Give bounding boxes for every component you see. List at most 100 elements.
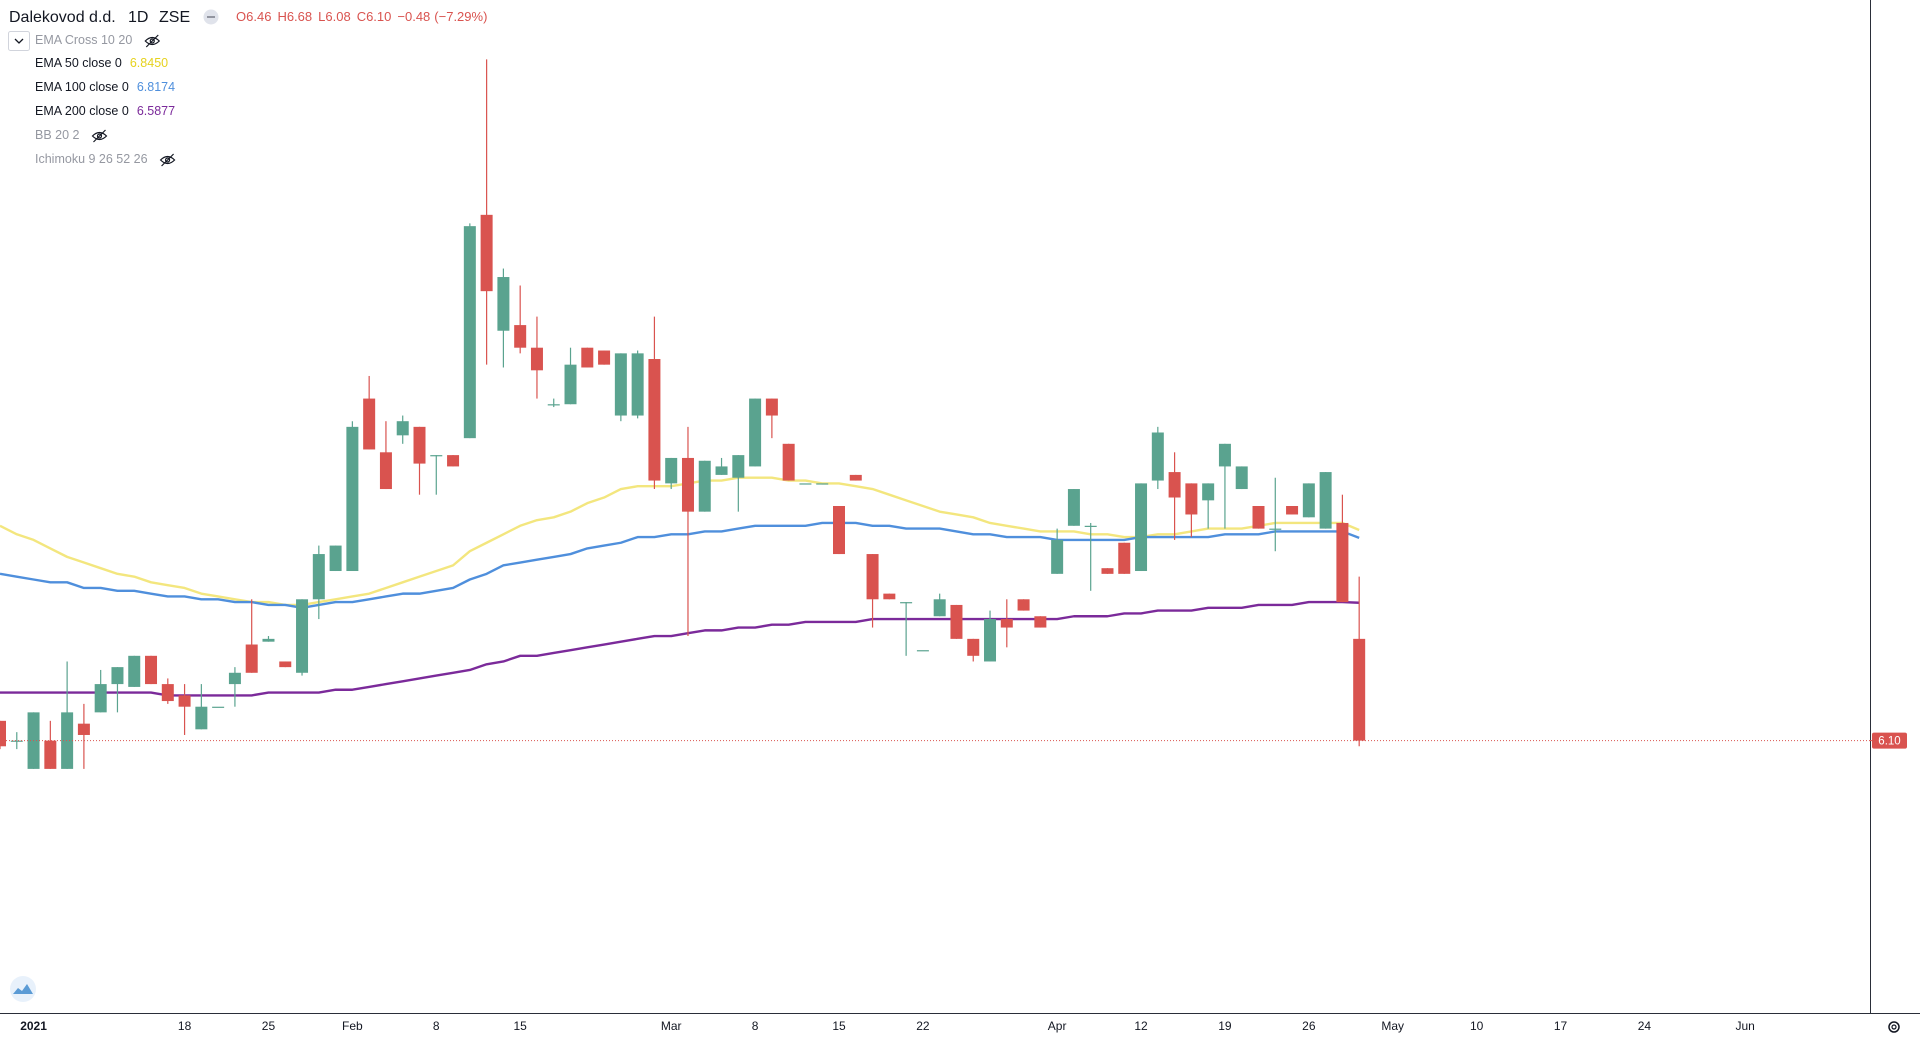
candle-body — [413, 426, 426, 464]
x-tick-label: May — [1381, 1019, 1404, 1033]
candle — [145, 655, 158, 685]
candle — [598, 350, 611, 365]
candle-body — [379, 452, 392, 490]
hide-toggle-icon[interactable] — [91, 129, 108, 143]
candle — [833, 506, 845, 555]
candle-body — [44, 740, 57, 769]
candle — [1302, 483, 1315, 518]
candle — [950, 604, 963, 639]
candle — [816, 483, 829, 485]
candle — [614, 353, 627, 422]
candle-body — [665, 457, 678, 484]
candle-body — [497, 277, 510, 331]
ema-line — [0, 521, 1360, 609]
x-tick-label: 10 — [1470, 1019, 1484, 1033]
candle — [1336, 494, 1349, 603]
candle-body — [1000, 619, 1013, 628]
legend-collapse-button[interactable] — [8, 31, 30, 51]
candle — [1135, 483, 1148, 572]
candle — [681, 426, 694, 637]
candle-body — [547, 404, 560, 406]
change: −0.48 — [397, 9, 430, 24]
candle — [799, 483, 812, 485]
candle — [866, 554, 879, 628]
candle-body — [329, 545, 342, 572]
candle — [1118, 542, 1131, 574]
candle — [396, 415, 409, 444]
candle-body — [447, 455, 460, 467]
candle — [161, 678, 174, 704]
candle-body — [782, 443, 795, 481]
ohlc-value: 6.10 — [366, 9, 391, 24]
candle-body — [1101, 568, 1114, 574]
legend-name: Ichimoku 9 26 52 26 — [35, 152, 148, 166]
settings-button[interactable] — [1888, 1021, 1900, 1033]
hide-toggle-icon[interactable] — [144, 34, 161, 48]
ohlc-readout: O6.46 H6.68 L6.08 C6.10 −0.48 (−7.29%) — [236, 9, 487, 24]
candle — [916, 650, 929, 652]
candle-body — [1202, 483, 1215, 501]
candle-body — [1319, 472, 1332, 529]
change-percent: (−7.29%) — [434, 9, 487, 24]
candle-body — [732, 455, 745, 478]
candle-body — [614, 353, 627, 416]
x-tick-label: 15 — [514, 1019, 528, 1033]
legend-item[interactable]: Ichimoku 9 26 52 26 — [35, 152, 148, 166]
tradingview-logo[interactable] — [10, 976, 36, 1002]
candle-body — [564, 364, 577, 405]
candle — [497, 268, 510, 368]
candle — [547, 398, 560, 408]
eye-slash — [161, 153, 175, 167]
candle — [648, 316, 661, 490]
candle-body — [0, 720, 6, 747]
ohlc-value: 6.68 — [287, 9, 312, 24]
candle — [631, 350, 644, 419]
x-tick-label: 8 — [433, 1019, 440, 1033]
candle — [480, 59, 493, 365]
candle-body — [681, 457, 694, 512]
candle — [1218, 443, 1231, 529]
candle — [782, 443, 795, 481]
candle — [379, 421, 392, 490]
candle — [463, 223, 476, 439]
candle — [1084, 522, 1097, 591]
legend-item[interactable]: EMA 50 close 0 6.8450 — [35, 56, 168, 70]
candle — [178, 684, 191, 735]
candle — [128, 655, 141, 687]
legend-item[interactable]: EMA Cross 10 20 — [35, 33, 132, 47]
candle-body — [463, 226, 476, 439]
candle — [77, 703, 90, 769]
candle-body — [1269, 528, 1282, 530]
collapse-header-button[interactable] — [203, 9, 219, 25]
candle — [581, 347, 594, 368]
candle — [279, 661, 292, 668]
legend-value: 6.8450 — [130, 56, 168, 70]
candle-body — [833, 506, 845, 555]
candle — [0, 720, 6, 750]
candle-body — [94, 684, 107, 713]
candle-body — [631, 353, 644, 416]
legend-name: EMA 100 close 0 — [35, 80, 129, 94]
legend-name: EMA Cross 10 20 — [35, 33, 132, 47]
candle-body — [1118, 542, 1131, 574]
candle — [984, 610, 997, 662]
legend-item[interactable]: EMA 100 close 0 6.8174 — [35, 80, 175, 94]
ohlc-value: 6.08 — [325, 9, 350, 24]
legend-item[interactable]: BB 20 2 — [35, 128, 80, 142]
candle-body — [1353, 638, 1366, 741]
candle-body — [1286, 506, 1299, 515]
candle-body — [1051, 539, 1064, 574]
candle-body — [799, 483, 812, 485]
candle-body — [212, 706, 225, 708]
hide-toggle-icon[interactable] — [159, 153, 176, 167]
candle — [665, 457, 678, 490]
candle — [933, 593, 946, 617]
legend-item[interactable]: EMA 200 close 0 6.5877 — [35, 104, 175, 118]
legend-name: EMA 50 close 0 — [35, 56, 122, 70]
time-axis: 2021 18 25 Feb 8 15 Mar 8 15 22 Apr 12 19 26 May 10 17 24… — [20, 1019, 1755, 1033]
x-tick-label: 18 — [178, 1019, 192, 1033]
candle — [849, 474, 862, 481]
candle-body — [279, 661, 292, 668]
candle — [430, 455, 443, 495]
